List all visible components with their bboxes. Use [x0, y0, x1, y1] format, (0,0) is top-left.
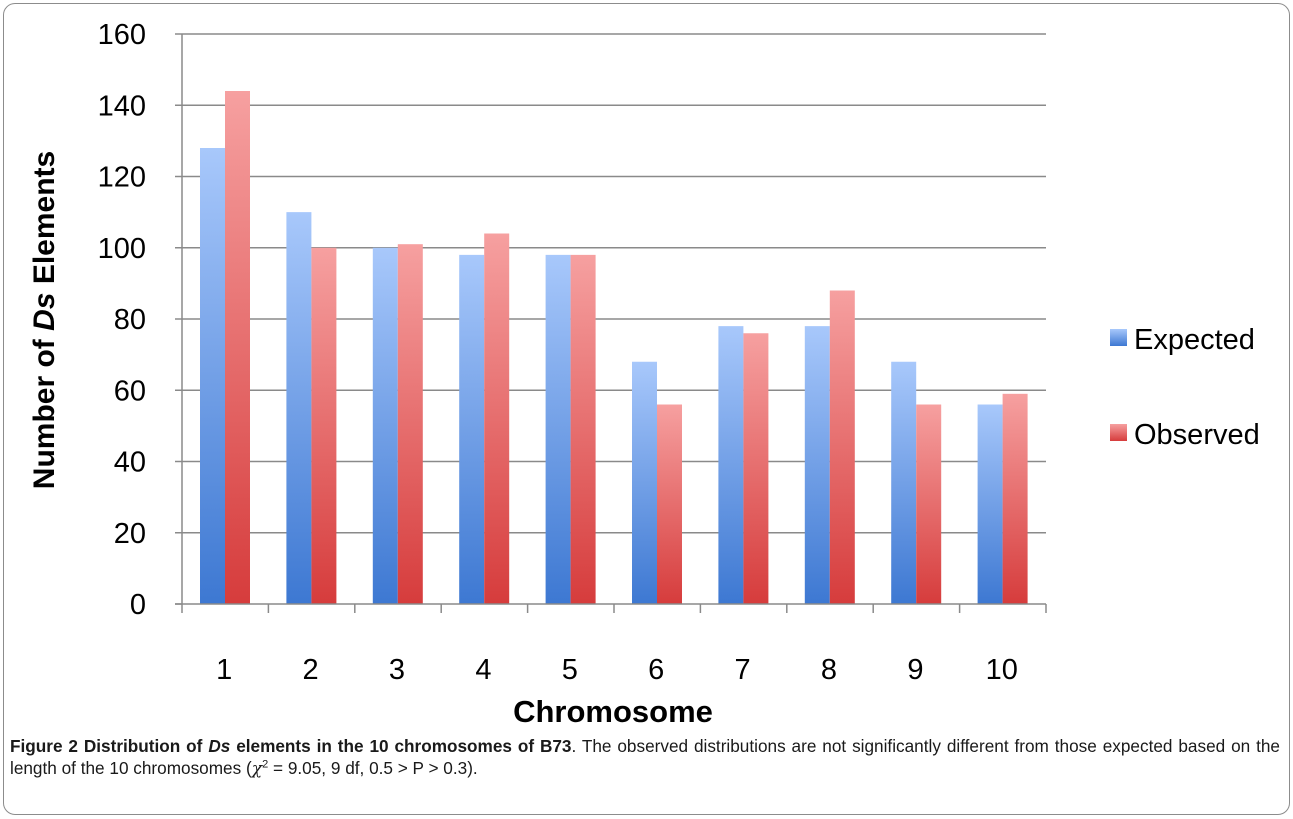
legend-swatch-expected — [1110, 329, 1127, 346]
x-tick-label: 8 — [821, 654, 837, 686]
axes — [175, 34, 1047, 613]
x-tick-label: 2 — [303, 654, 319, 686]
x-tick-label: 6 — [648, 654, 664, 686]
y-tick-label: 80 — [114, 304, 146, 336]
bar-expected — [718, 326, 744, 604]
bar-expected — [286, 212, 312, 604]
legend-label-expected: Expected — [1134, 324, 1255, 356]
chi-symbol: χ — [251, 759, 263, 779]
x-tick-label: 3 — [389, 654, 405, 686]
x-axis-label: Chromosome — [513, 694, 713, 729]
bar-expected — [200, 148, 225, 604]
x-tick-labels: 1 2 3 4 5 6 7 8 9 10 — [216, 654, 1018, 686]
legend-swatch-observed — [1110, 424, 1127, 441]
y-tick-labels: 0 20 40 60 80 100 120 140 160 — [98, 19, 146, 621]
bar-observed — [484, 233, 510, 604]
y-tick-label: 100 — [98, 233, 146, 265]
y-tick-label: 20 — [114, 518, 146, 550]
bar-observed — [311, 247, 337, 604]
bar-observed — [657, 404, 682, 604]
bar-observed — [397, 244, 423, 604]
x-tick-label: 1 — [216, 654, 232, 686]
bar-observed — [570, 254, 596, 604]
caption-title: Figure 2 Distribution of Ds elements in … — [10, 736, 572, 756]
y-tick-label: 160 — [98, 19, 146, 51]
y-tick-label: 0 — [130, 589, 146, 621]
bar-expected — [459, 254, 485, 604]
bar-observed — [829, 290, 855, 604]
x-tick-label: 9 — [907, 654, 923, 686]
y-tick-label: 120 — [98, 162, 146, 194]
figure-frame — [3, 3, 1290, 815]
x-tick-label: 7 — [735, 654, 751, 686]
bar-expected — [977, 404, 1003, 604]
y-tick-label: 40 — [114, 447, 146, 479]
bars — [200, 91, 1028, 604]
bar-expected — [891, 361, 917, 604]
bar-expected — [804, 326, 830, 604]
y-tick-label: 60 — [114, 375, 146, 407]
bar-expected — [632, 361, 657, 604]
bar-expected — [545, 254, 571, 604]
y-tick-label: 140 — [98, 90, 146, 122]
bar-observed — [225, 91, 250, 604]
bar-observed — [1002, 393, 1028, 604]
bar-observed — [743, 333, 769, 604]
x-tick-label: 5 — [562, 654, 578, 686]
figure-caption: Figure 2 Distribution of Ds elements in … — [10, 735, 1280, 780]
bar-observed — [916, 404, 942, 604]
y-axis-label: Number of Ds Elements — [28, 151, 61, 489]
legend: Expected Observed — [1110, 324, 1260, 451]
bar-expected — [372, 247, 398, 604]
legend-label-observed: Observed — [1134, 419, 1260, 451]
bar-chart: 0 20 40 60 80 100 120 140 160 1 2 3 4 5 6 7 8 9 10 Number… — [28, 19, 1260, 729]
x-tick-label: 4 — [475, 654, 491, 686]
chi-exponent: 2 — [262, 758, 269, 771]
caption-text: . The observed distributions are not sig… — [10, 736, 1280, 778]
x-tick-label: 10 — [986, 654, 1018, 686]
caption-text-end: = 9.05, 9 df, 0.5 > P > 0.3). — [268, 758, 478, 778]
